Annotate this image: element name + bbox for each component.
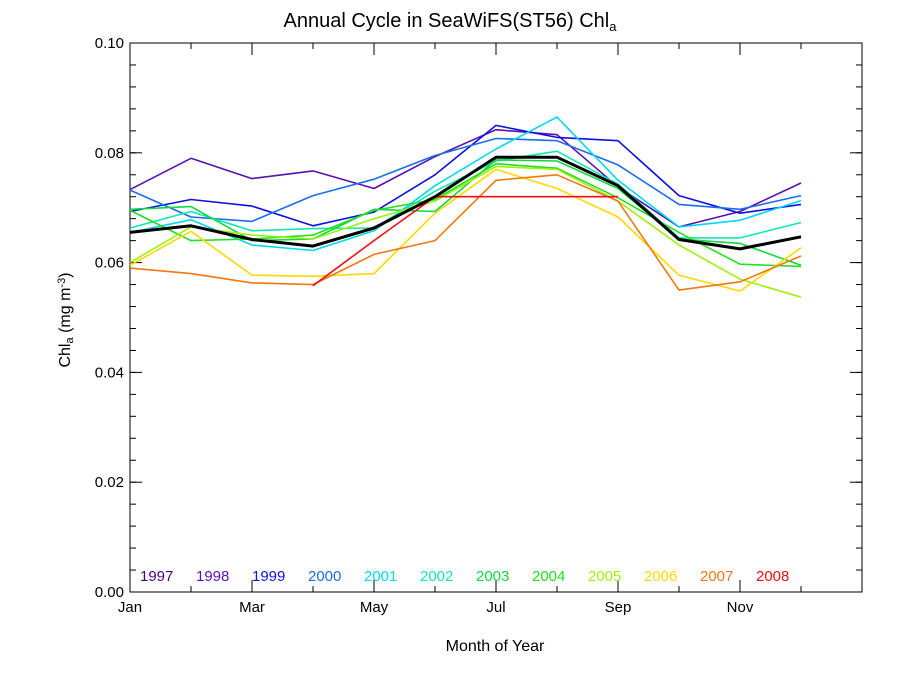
y-tick-label: 0.06 — [95, 255, 124, 272]
x-tick-label: May — [360, 599, 389, 616]
series-line-2001 — [129, 116, 802, 252]
legend-entry-2002: 2002 — [420, 568, 453, 585]
x-tick-label: Jul — [486, 599, 505, 616]
y-tick-label: 0.00 — [95, 584, 124, 601]
legend-entry-1998: 1998 — [196, 568, 229, 585]
legend-entry-2005: 2005 — [588, 568, 621, 585]
legend-entry-2001: 2001 — [364, 568, 397, 585]
y-tick-label: 0.08 — [95, 145, 124, 162]
mean-series-line — [129, 155, 802, 251]
x-tick-label: Jan — [118, 599, 142, 616]
series-line-2004 — [129, 163, 802, 268]
series-line-2005 — [129, 165, 802, 298]
y-tick-label: 0.02 — [95, 474, 124, 491]
y-tick-label: 0.10 — [95, 35, 124, 52]
series-line-2007 — [129, 174, 802, 291]
legend-entry-2003: 2003 — [476, 568, 509, 585]
legend-entry-1997: 1997 — [140, 568, 173, 585]
x-axis-label: Month of Year — [445, 638, 545, 655]
series-line-2008 — [312, 195, 618, 287]
legend-entry-1999: 1999 — [252, 568, 285, 585]
series-line-2006 — [129, 168, 802, 292]
series-line-2000 — [129, 137, 802, 223]
legend-entry-2007: 2007 — [700, 568, 733, 585]
legend-entry-2000: 2000 — [308, 568, 341, 585]
x-tick-label: Sep — [605, 599, 632, 616]
legend-entry-2008: 2008 — [756, 568, 789, 585]
legend-entry-2004: 2004 — [532, 568, 565, 585]
series-line-1998 — [129, 128, 802, 228]
legend-entry-2006: 2006 — [644, 568, 677, 585]
x-tick-label: Mar — [239, 599, 265, 616]
y-tick-label: 0.04 — [95, 364, 124, 381]
x-tick-label: Nov — [727, 599, 754, 616]
chart-title: Annual Cycle in SeaWiFS(ST56) Chla — [283, 10, 617, 34]
series-line-1999 — [129, 124, 802, 227]
